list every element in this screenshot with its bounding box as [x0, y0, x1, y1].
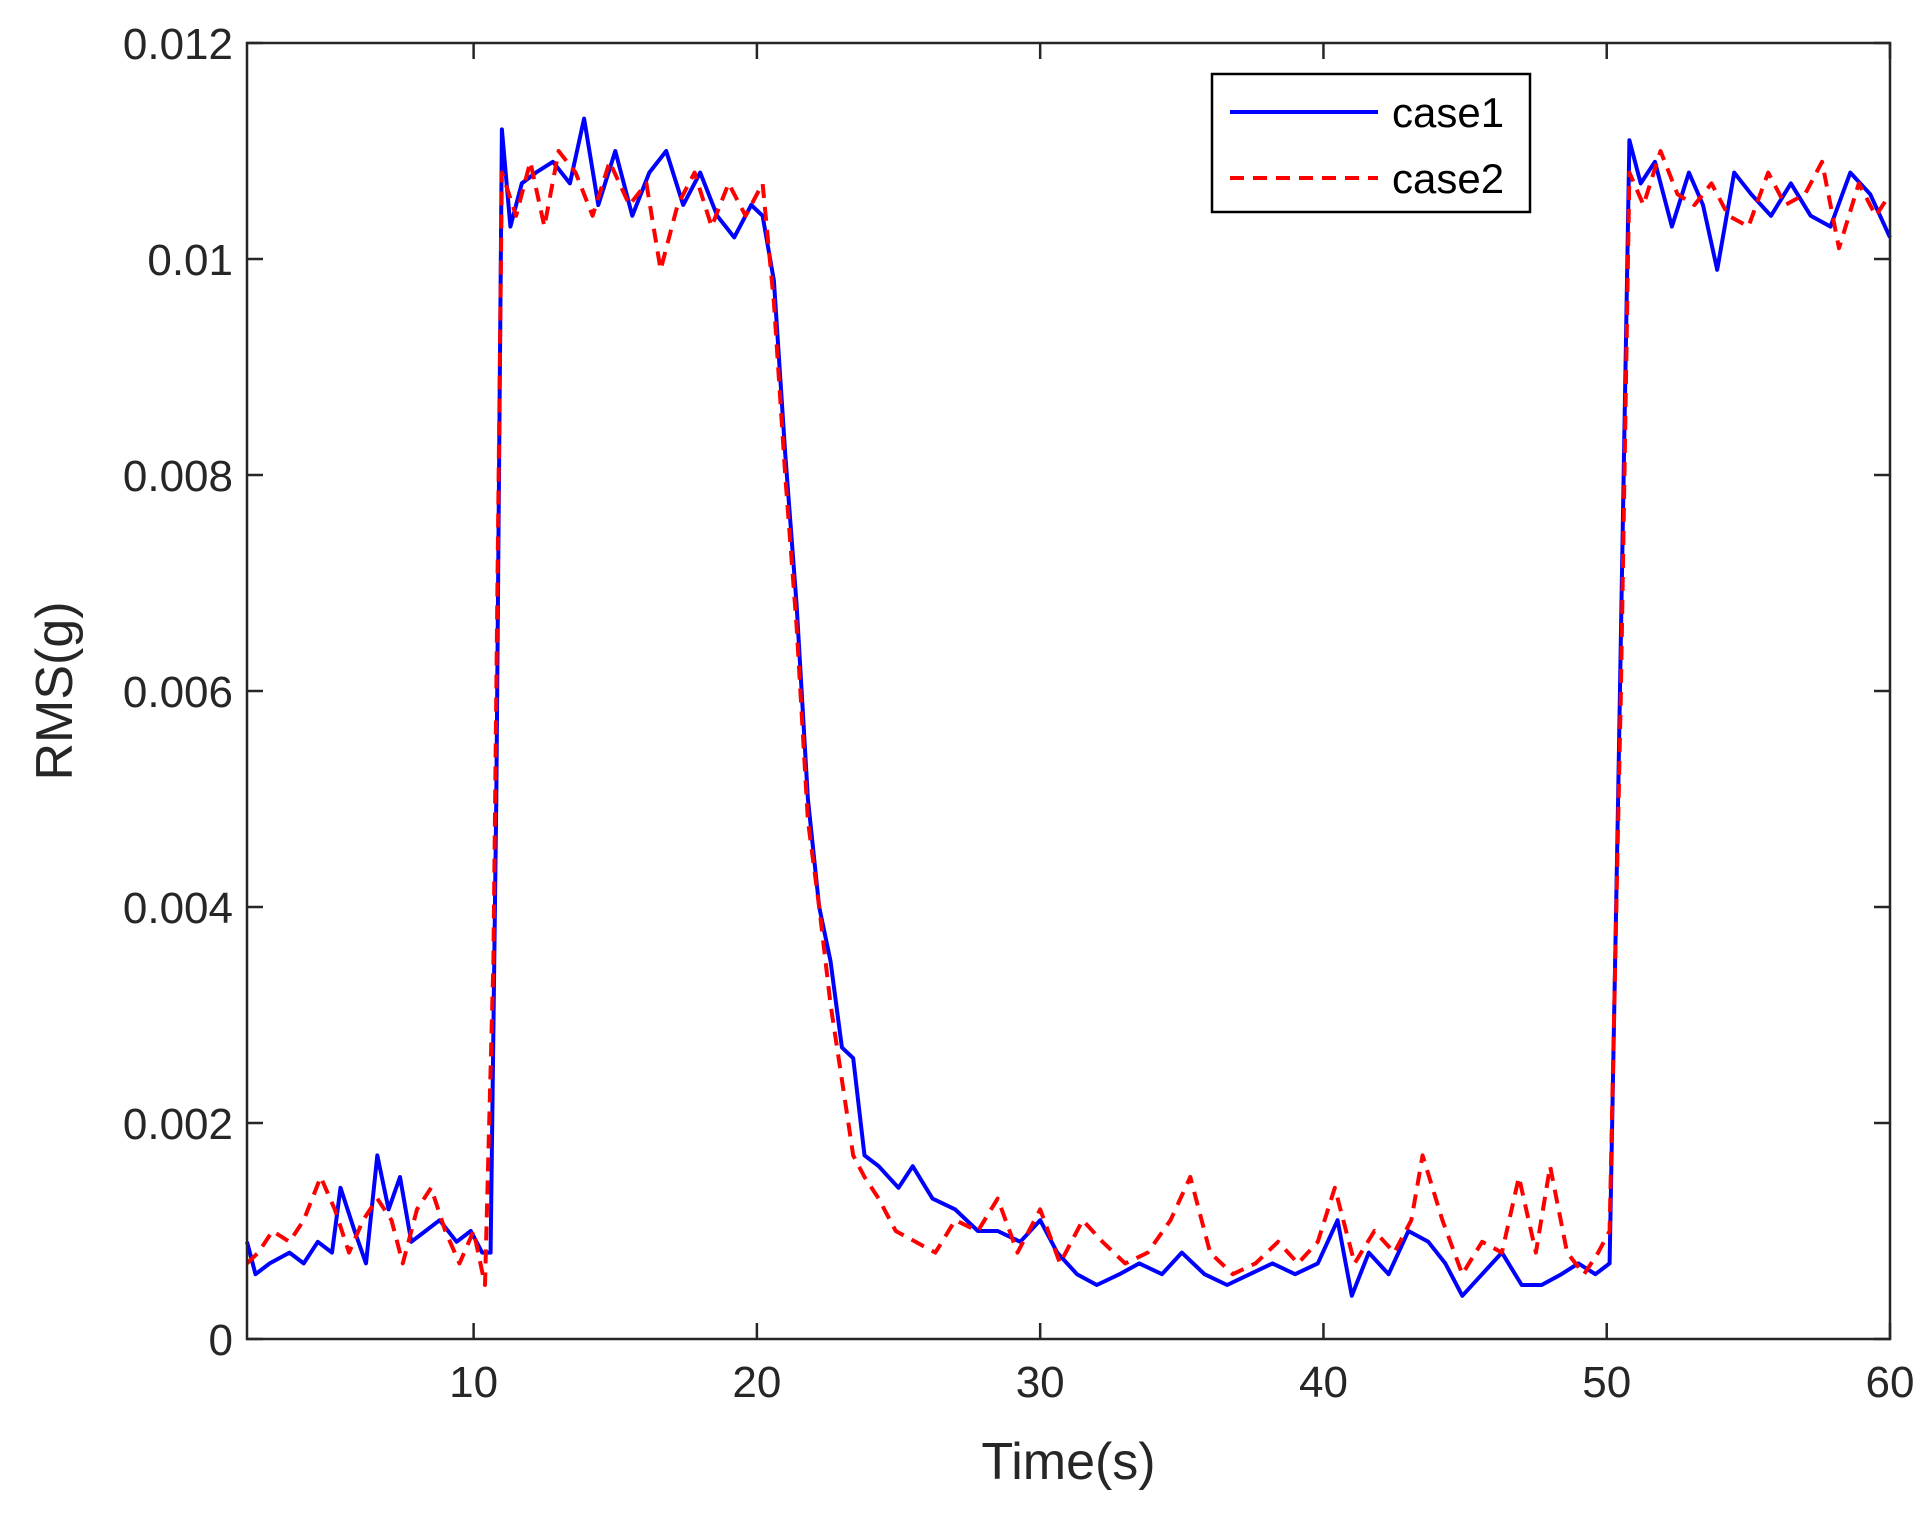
- legend-label-case2: case2: [1392, 155, 1504, 202]
- x-tick-label: 50: [1582, 1358, 1631, 1407]
- y-tick-label: 0.012: [123, 20, 233, 69]
- legend-label-case1: case1: [1392, 89, 1504, 136]
- y-tick-label: 0.004: [123, 884, 233, 933]
- y-tick-label: 0.01: [147, 236, 233, 285]
- x-axis-title: Time(s): [981, 1433, 1155, 1491]
- series-layer: [245, 116, 1892, 1298]
- y-tick-label: 0.008: [123, 452, 233, 501]
- x-tick-label: 10: [449, 1358, 498, 1407]
- y-axis-title: RMS(g): [26, 601, 84, 780]
- series-line-case2: [245, 149, 1892, 1287]
- x-tick-label: 60: [1866, 1358, 1915, 1407]
- x-tick-label: 20: [732, 1358, 781, 1407]
- x-tick-label: 40: [1299, 1358, 1348, 1407]
- y-tick-label: 0.006: [123, 668, 233, 717]
- x-tick-label: 30: [1016, 1358, 1065, 1407]
- legend-box: [1210, 72, 1532, 214]
- ticks-layer: 10 20 30 40 50 60 0 0.002 0.004 0.006 0.008 0.01 0.0…: [123, 20, 1915, 1407]
- y-tick-label: 0: [209, 1316, 233, 1365]
- legend: case1 case2: [1210, 72, 1532, 214]
- y-tick-label: 0.002: [123, 1100, 233, 1149]
- series-line-case1: [245, 116, 1892, 1298]
